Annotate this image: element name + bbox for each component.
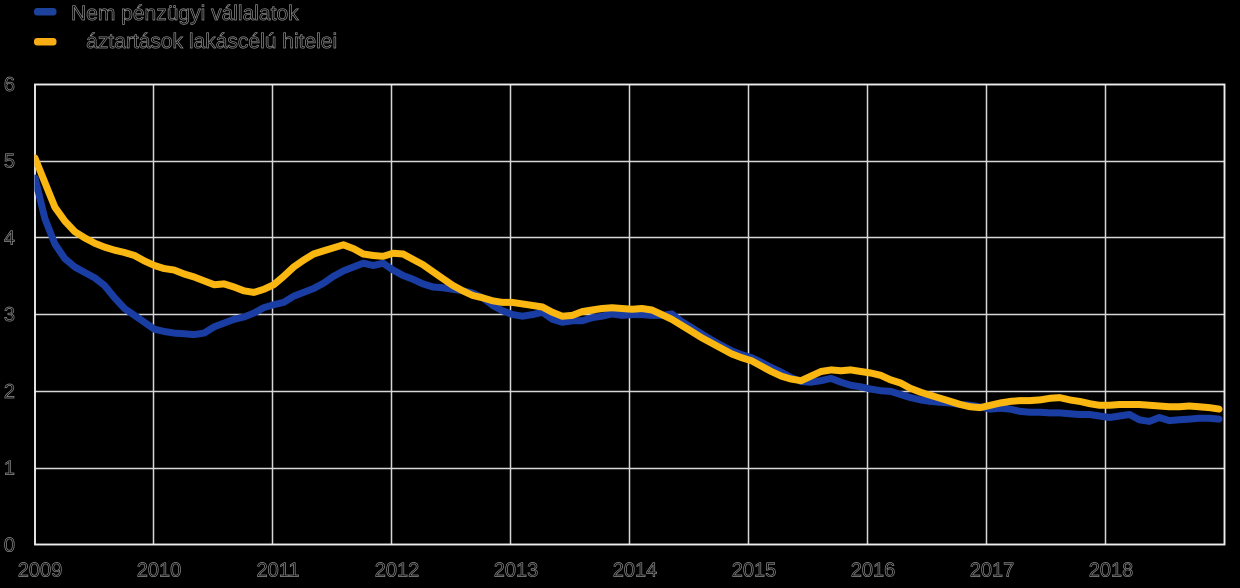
svg-text:2012: 2012 bbox=[375, 559, 420, 581]
svg-text:Háztartások lakáscélú hitelei: Háztartások lakáscélú hitelei bbox=[71, 30, 337, 53]
svg-text:2015: 2015 bbox=[732, 560, 777, 582]
svg-text:Nem pénzügyi vállalatok: Nem pénzügyi vállalatok bbox=[71, 2, 299, 25]
svg-text:4: 4 bbox=[4, 227, 15, 249]
svg-text:2011: 2011 bbox=[256, 559, 299, 581]
svg-text:1: 1 bbox=[4, 458, 15, 480]
svg-text:6: 6 bbox=[4, 74, 15, 96]
svg-text:5: 5 bbox=[4, 151, 15, 173]
svg-text:2014: 2014 bbox=[613, 559, 658, 581]
svg-text:2010: 2010 bbox=[137, 559, 182, 581]
svg-text:2018: 2018 bbox=[1089, 560, 1134, 582]
svg-text:2: 2 bbox=[4, 381, 15, 403]
svg-text:2009: 2009 bbox=[18, 559, 63, 581]
svg-text:0: 0 bbox=[4, 534, 15, 556]
svg-text:2017: 2017 bbox=[970, 560, 1015, 582]
svg-text:2016: 2016 bbox=[851, 560, 896, 582]
svg-text:2013: 2013 bbox=[494, 559, 539, 581]
svg-text:3: 3 bbox=[4, 304, 15, 326]
